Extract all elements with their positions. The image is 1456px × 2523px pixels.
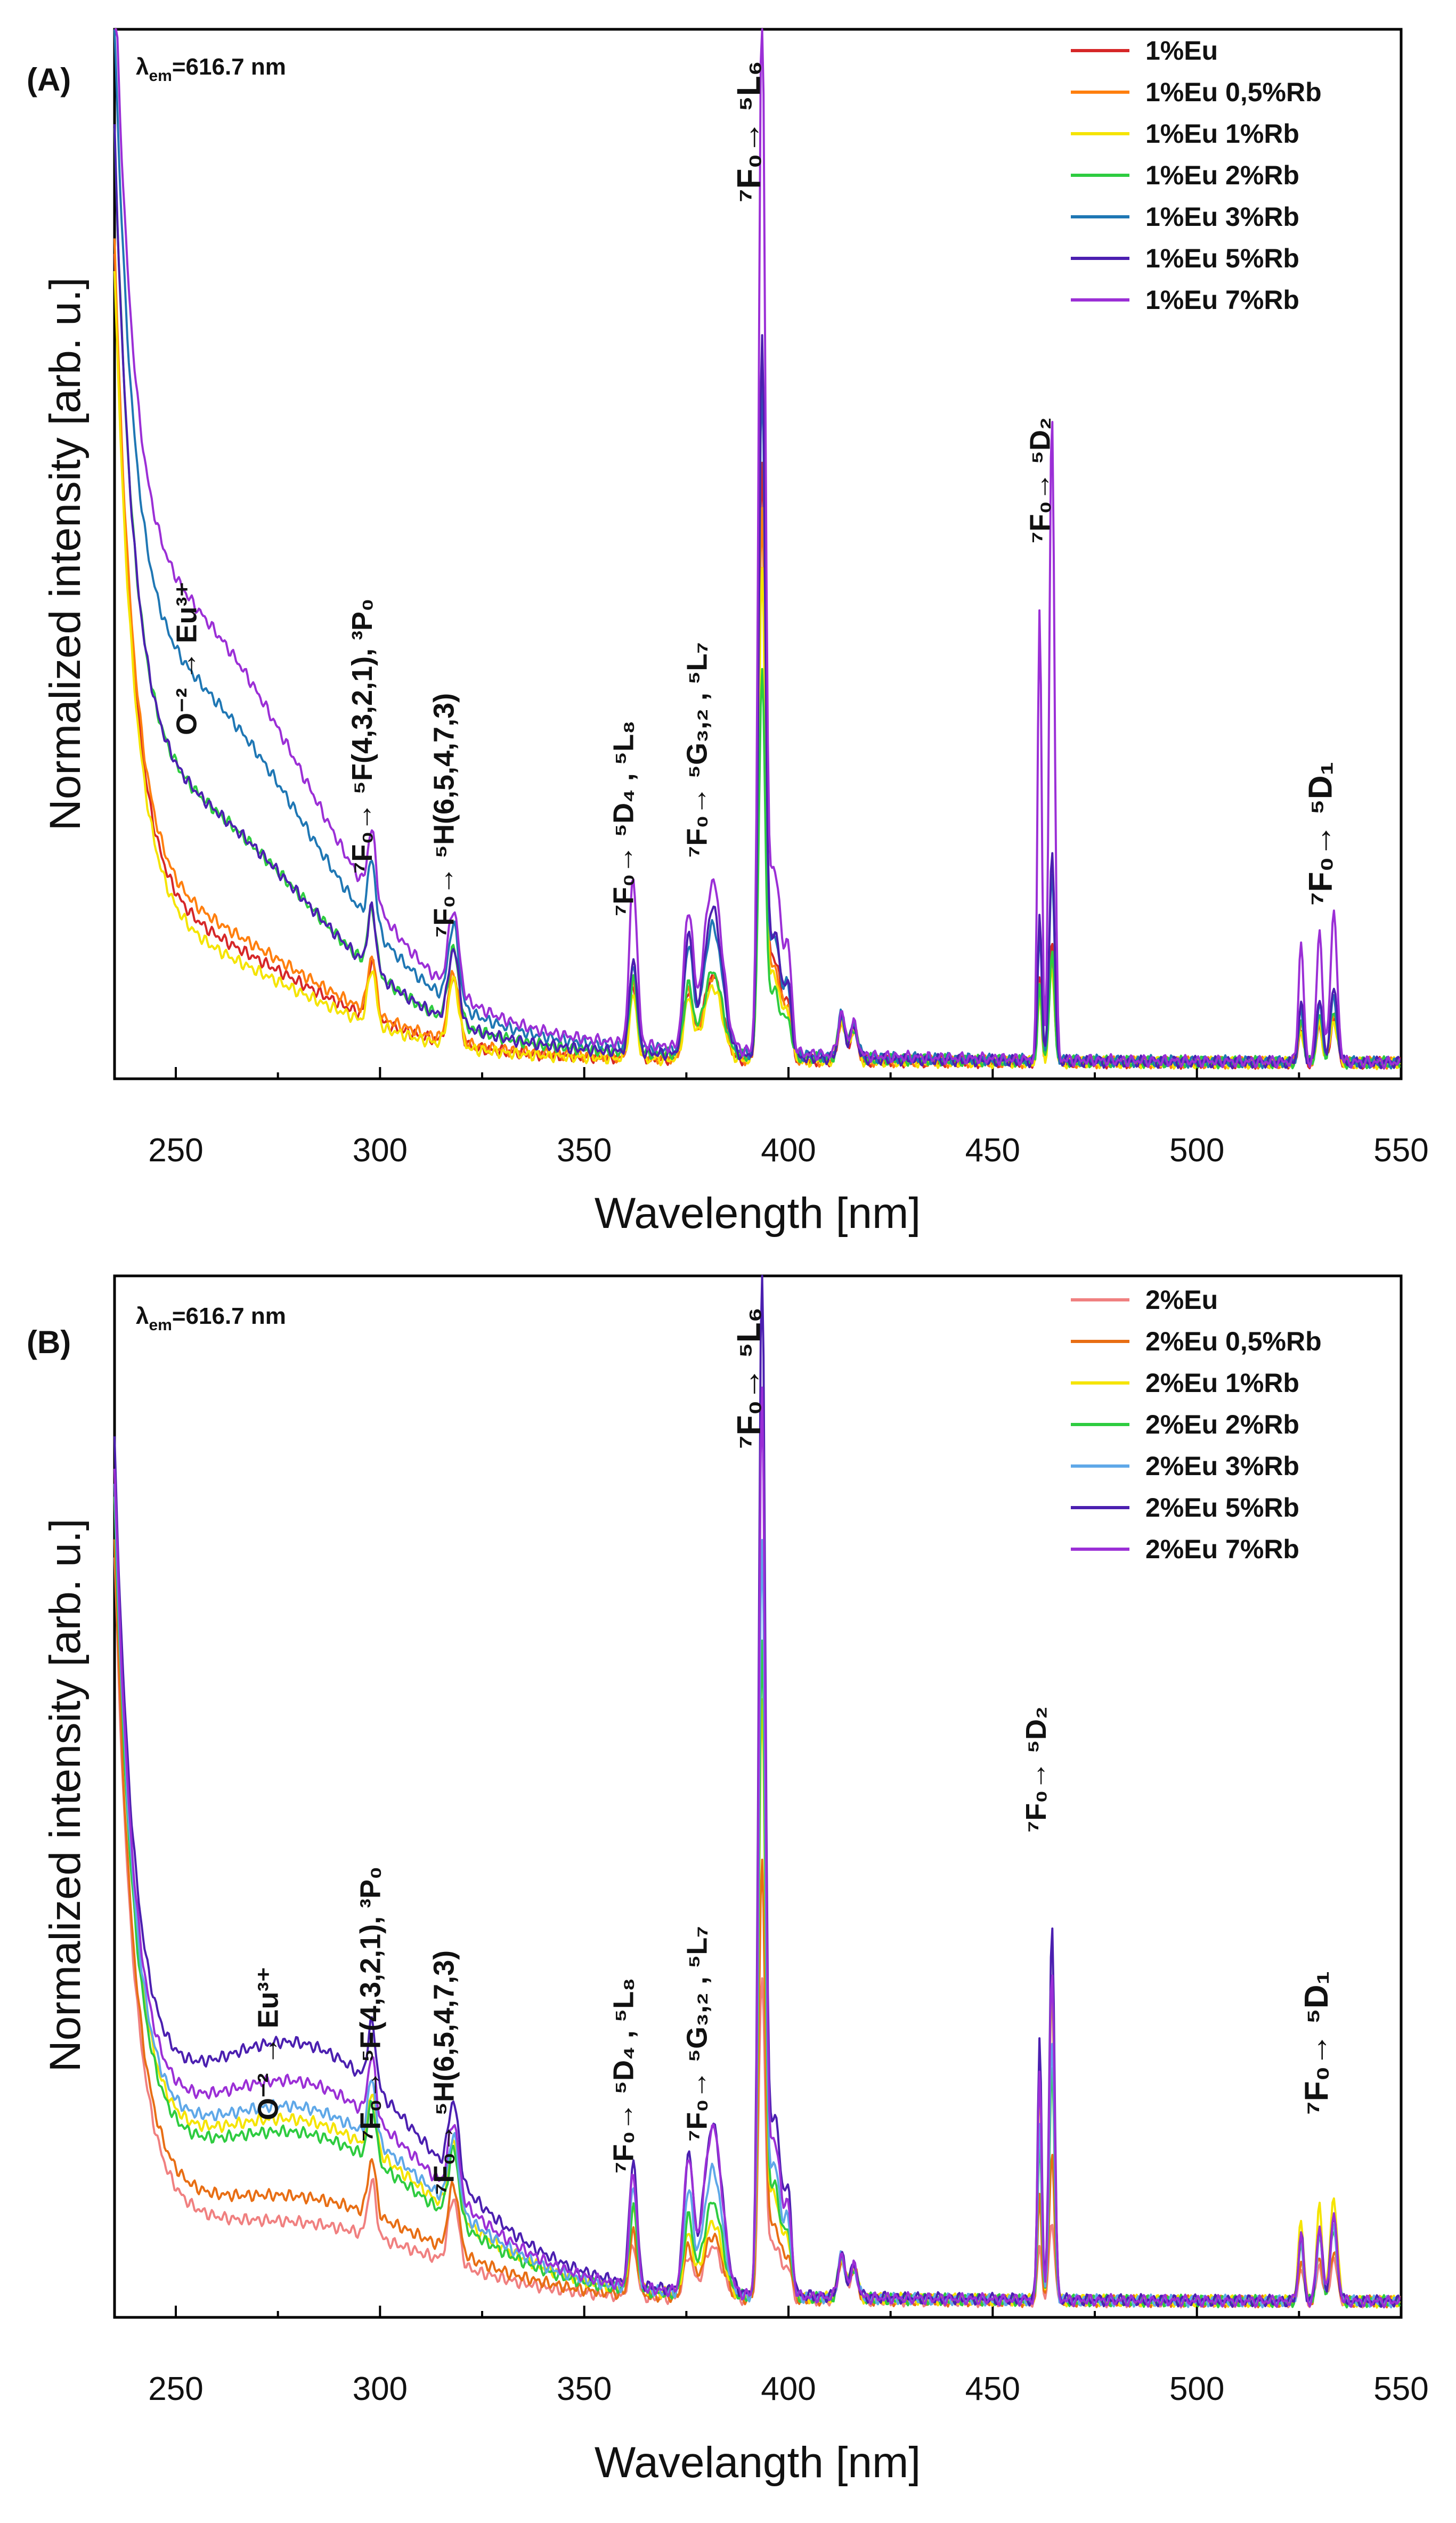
legend-label: 2%Eu 7%Rb: [1145, 1534, 1299, 1564]
legend-label: 1%Eu 0,5%Rb: [1145, 77, 1322, 107]
series-line: [113, 128, 1401, 1070]
x-tick-label: 550: [1373, 1132, 1428, 1169]
transition-annotation: ⁷F₀→ ⁵D₁: [1298, 1971, 1335, 2115]
transition-annotation: ⁷F₀→ ⁵H(6,5,4,7,3): [428, 693, 460, 938]
transition-annotation: ⁷F₀→ ⁵D₄ , ⁵L₈: [608, 721, 640, 916]
legend-label: 1%Eu: [1145, 36, 1218, 66]
legend-label: 2%Eu: [1145, 1285, 1218, 1315]
transition-annotation: ⁷F₀→ ⁵D₂: [1020, 1706, 1052, 1833]
x-axis-title: Wavelength [nm]: [595, 1189, 921, 1238]
legend-label: 1%Eu 1%Rb: [1145, 119, 1299, 149]
series-lines: [113, 28, 1401, 1070]
legend-label: 2%Eu 1%Rb: [1145, 1368, 1299, 1398]
series-line: [115, 28, 1401, 1070]
plot-frame: [113, 28, 1403, 1080]
transition-annotation: ⁷F₀→ ⁵F(4,3,2,1), ³P₀: [346, 599, 378, 874]
panel-a: (A) λem=616.7 nm Wavelength [nm] Normali…: [27, 28, 1429, 1238]
legend-label: 1%Eu 2%Rb: [1145, 160, 1299, 190]
panel-label: (A): [27, 62, 71, 97]
x-tick-label: 550: [1373, 2371, 1428, 2407]
transition-annotation: O⁻² → Eu³⁺: [253, 1967, 284, 2120]
legend-label: 1%Eu 3%Rb: [1145, 202, 1299, 232]
x-tick-label: 400: [761, 2371, 816, 2407]
y-axis-title: Normalized intensity [arb. u.]: [41, 277, 90, 831]
transition-annotation: ⁷F₀→ ⁵D₁: [1303, 762, 1339, 906]
x-tick-label: 450: [965, 2371, 1020, 2407]
series-line: [113, 1386, 1401, 2309]
x-tick-label: 500: [1169, 2371, 1224, 2407]
lambda-label: λem=616.7 nm: [136, 54, 286, 85]
x-tick-label: 350: [557, 1132, 612, 1169]
panel-b: (B) λem=616.7 nm Wavelangth [nm] Normali…: [27, 1274, 1429, 2487]
legend-label: 1%Eu 7%Rb: [1145, 285, 1299, 315]
x-tick-label: 450: [965, 1132, 1020, 1169]
x-tick-label: 500: [1169, 1132, 1224, 1169]
x-axis-title: Wavelangth [nm]: [595, 2438, 921, 2487]
series-lines: [113, 1275, 1401, 2309]
x-tick-label: 250: [148, 1132, 203, 1169]
x-tick-label: 250: [148, 2371, 203, 2407]
legend-label: 2%Eu 0,5%Rb: [1145, 1326, 1322, 1356]
x-tick-label: 350: [557, 2371, 612, 2407]
y-axis-title: Normalized intensity [arb. u.]: [41, 1518, 90, 2072]
transition-annotation: ⁷F₀→ ⁵F(4,3,2,1), ³P₀: [354, 1867, 386, 2142]
x-ticks: 250 300 350 400 450 500 550: [148, 2306, 1429, 2407]
legend-label: 2%Eu 2%Rb: [1145, 1410, 1299, 1439]
legend-label: 1%Eu 5%Rb: [1145, 243, 1299, 273]
x-tick-label: 300: [353, 2371, 408, 2407]
transition-annotation: ⁷F₀→ ⁵G₃,₂ , ⁵L₇: [681, 1926, 713, 2142]
legend: 1%Eu 1%Eu 0,5%Rb 1%Eu 1%Rb 1%Eu 2%Rb 1%Eu 3%…: [1071, 36, 1322, 315]
panel-label: (B): [27, 1324, 71, 1360]
legend-label: 2%Eu 5%Rb: [1145, 1493, 1299, 1523]
transition-annotation: O⁻² → Eu³⁺: [170, 582, 202, 735]
annotations: O⁻² → Eu³⁺ ⁷F₀→ ⁵F(4,3,2,1), ³P₀ ⁷F₀→ ⁵H(6…: [253, 1307, 1335, 2195]
lambda-label: λem=616.7 nm: [136, 1303, 286, 1334]
annotations: O⁻² → Eu³⁺ ⁷F₀→ ⁵F(4,3,2,1), ³P₀ ⁷F₀→ ⁵H(6…: [170, 61, 1339, 938]
transition-annotation: ⁷F₀→ ⁵D₄ , ⁵L₈: [608, 1978, 640, 2174]
x-ticks: 250 300 350 400 450 500 550: [148, 1067, 1429, 1169]
transition-annotation: ⁷F₀→ ⁵H(6,5,4,7,3): [428, 1950, 460, 2195]
x-tick-label: 300: [353, 1132, 408, 1169]
transition-annotation: ⁷F₀→ ⁵L₆: [730, 61, 767, 202]
transition-annotation: ⁷F₀→ ⁵D₂: [1024, 417, 1056, 543]
legend: 2%Eu 2%Eu 0,5%Rb 2%Eu 1%Rb 2%Eu 2%Rb 2%Eu 3%…: [1071, 1285, 1322, 1564]
transition-annotation: ⁷F₀→ ⁵L₆: [730, 1307, 767, 1449]
legend-label: 2%Eu 3%Rb: [1145, 1451, 1299, 1481]
plot-frame: [113, 1274, 1403, 2319]
x-tick-label: 400: [761, 1132, 816, 1169]
transition-annotation: ⁷F₀→ ⁵G₃,₂ , ⁵L₇: [681, 642, 713, 858]
